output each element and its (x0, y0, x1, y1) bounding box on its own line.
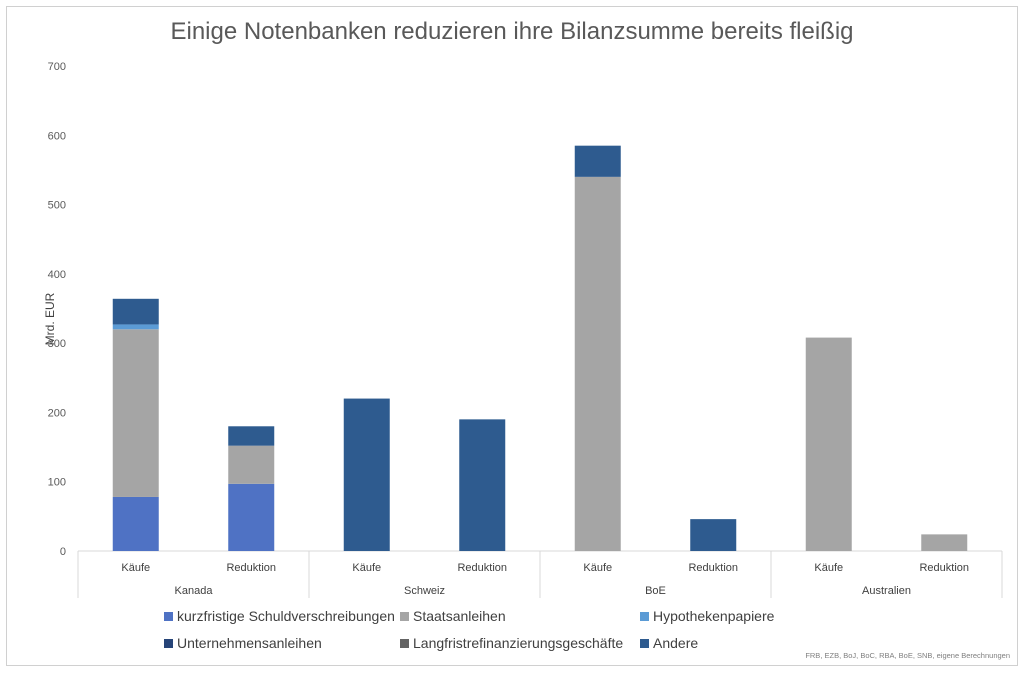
legend-swatch (640, 639, 649, 648)
legend-swatch (164, 639, 173, 648)
y-tick-label: 600 (48, 130, 66, 142)
legend-item: Langfristrefinanzierungsgeschäfte (400, 635, 623, 651)
x-tick-label: Reduktion (457, 562, 507, 574)
legend-label: Langfristrefinanzierungsgeschäfte (413, 635, 624, 651)
bar-segment (459, 419, 506, 551)
group-label: Australien (862, 585, 911, 597)
x-tick-label: Käufe (814, 562, 843, 574)
y-tick-label: 500 (48, 200, 66, 212)
legend-item: Unternehmensanleihen (164, 635, 322, 651)
bar-segment (690, 519, 737, 551)
legend-label: kurzfristige Schuldverschreibungen (177, 608, 395, 624)
legend-swatch (400, 612, 409, 621)
legend-item: Hypothekenpapiere (640, 608, 774, 624)
bar-segment (343, 398, 390, 551)
y-tick-label: 300 (48, 338, 66, 350)
x-tick-label: Käufe (121, 562, 150, 574)
bar-segment (228, 483, 275, 551)
y-tick-label: 0 (60, 546, 66, 558)
legend-label: Staatsanleihen (413, 608, 506, 624)
bar-segment (112, 496, 159, 551)
y-tick-label: 200 (48, 407, 66, 419)
bar-segment (574, 145, 621, 177)
x-tick-label: Reduktion (688, 562, 738, 574)
bar-segment (112, 329, 159, 497)
y-tick-label: 400 (48, 269, 66, 281)
legend-swatch (164, 612, 173, 621)
legend-item: Andere (640, 635, 698, 651)
legend-swatch (400, 639, 409, 648)
y-tick-label: 700 (48, 61, 66, 73)
bar-segment (228, 426, 275, 446)
x-tick-label: Reduktion (919, 562, 969, 574)
chart-title: Einige Notenbanken reduzieren ihre Bilan… (170, 18, 854, 45)
legend-item: kurzfristige Schuldverschreibungen (164, 608, 395, 624)
bar-segment (921, 534, 968, 551)
legend-swatch (640, 612, 649, 621)
bar-segment (112, 298, 159, 325)
chart-frame (6, 6, 1018, 666)
y-tick-label: 100 (48, 477, 66, 489)
x-tick-label: Käufe (352, 562, 381, 574)
legend-label: Hypothekenpapiere (653, 608, 775, 624)
bar-segment (805, 337, 852, 551)
group-label: Kanada (175, 585, 214, 597)
x-tick-label: Käufe (583, 562, 612, 574)
x-tick-label: Reduktion (226, 562, 276, 574)
legend-label: Andere (653, 635, 699, 651)
legend-label: Unternehmensanleihen (177, 635, 322, 651)
bar-segment (228, 445, 275, 484)
legend-item: Staatsanleihen (400, 608, 506, 624)
group-label: BoE (645, 585, 666, 597)
bar-segment (112, 324, 159, 330)
source-note: FRB, EZB, BoJ, BoC, RBA, BoE, SNB, eigen… (805, 651, 1010, 660)
group-label: Schweiz (404, 585, 445, 597)
bar-segment (574, 176, 621, 551)
